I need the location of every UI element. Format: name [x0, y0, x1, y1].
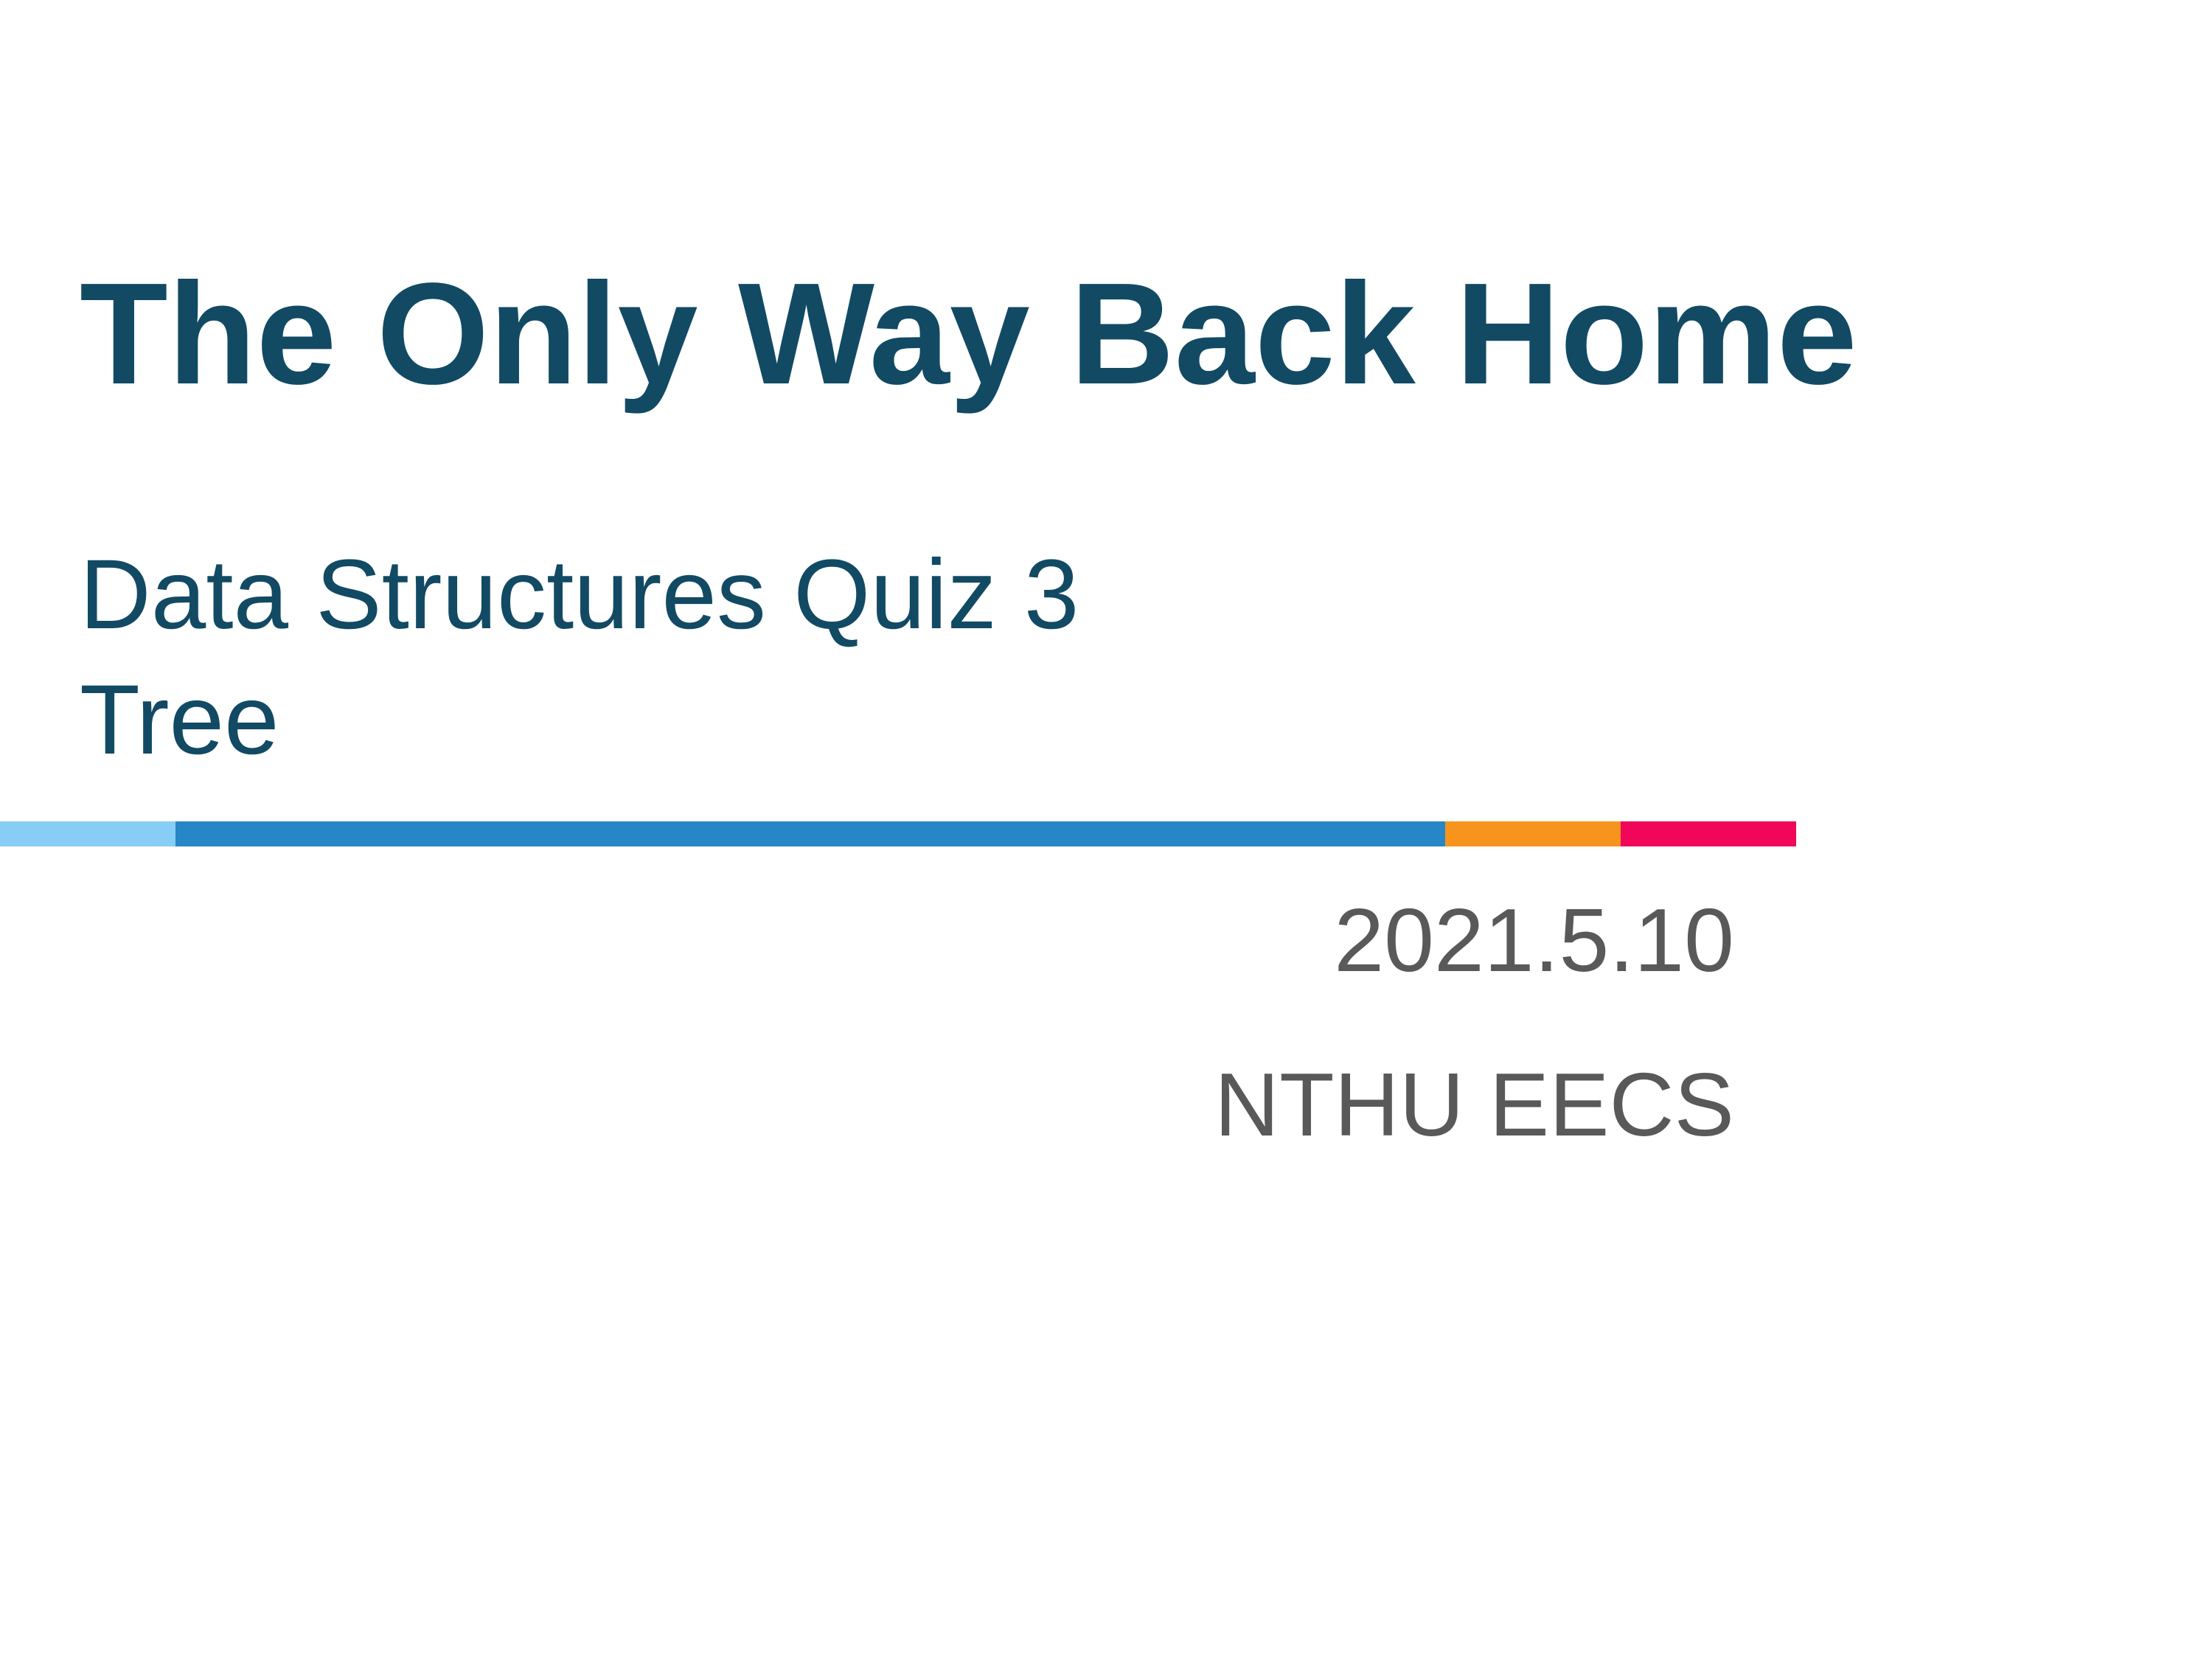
divider-segment-blue — [175, 821, 1445, 846]
slide-subtitle: Data Structures Quiz 3 Tree — [80, 532, 1079, 783]
subtitle-topic: Tree — [80, 665, 279, 776]
slide-organization: NTHU EECS — [1214, 1054, 1734, 1155]
divider-segment-pink — [1621, 821, 1796, 846]
color-divider-bar — [0, 821, 1796, 846]
subtitle-course: Data Structures Quiz 3 — [80, 540, 1079, 650]
slide-title: The Only Way Back Home — [80, 253, 1857, 414]
slide-date: 2021.5.10 — [1334, 890, 1734, 990]
divider-segment-light-blue — [0, 821, 175, 846]
divider-segment-orange — [1445, 821, 1621, 846]
